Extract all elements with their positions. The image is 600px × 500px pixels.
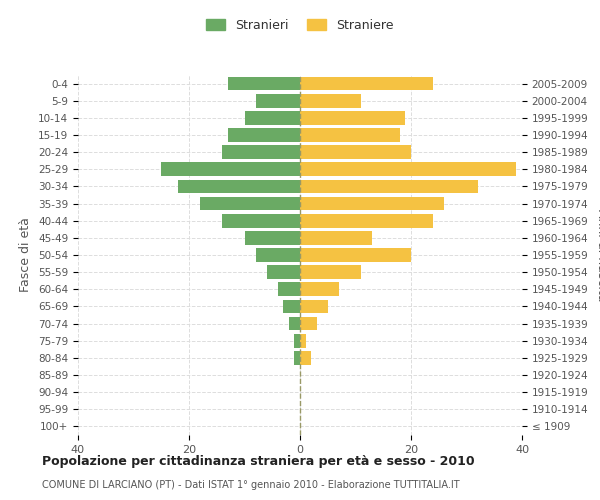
Text: Popolazione per cittadinanza straniera per età e sesso - 2010: Popolazione per cittadinanza straniera p… [42,455,475,468]
Bar [228,76,300,90]
Bar [223,214,300,228]
Bar [300,196,445,210]
Bar [283,300,300,314]
Bar [300,146,411,159]
Bar [289,316,300,330]
Bar [300,162,517,176]
Bar [278,282,300,296]
Bar [228,128,300,142]
Bar [200,196,300,210]
Bar [300,316,317,330]
Legend: Stranieri, Straniere: Stranieri, Straniere [202,14,398,37]
Text: COMUNE DI LARCIANO (PT) - Dati ISTAT 1° gennaio 2010 - Elaborazione TUTTITALIA.I: COMUNE DI LARCIANO (PT) - Dati ISTAT 1° … [42,480,460,490]
Bar [300,94,361,108]
Bar [300,334,305,347]
Bar [300,76,433,90]
Bar [245,111,300,124]
Bar [295,351,300,364]
Bar [300,266,361,279]
Bar [300,111,406,124]
Bar [300,248,411,262]
Y-axis label: Fasce di età: Fasce di età [19,218,32,292]
Bar [267,266,300,279]
Y-axis label: Anni di nascita: Anni di nascita [595,209,600,301]
Bar [300,128,400,142]
Bar [178,180,300,194]
Bar [300,300,328,314]
Bar [161,162,300,176]
Bar [300,282,339,296]
Bar [245,231,300,244]
Bar [223,146,300,159]
Bar [300,180,478,194]
Bar [256,248,300,262]
Bar [300,214,433,228]
Bar [295,334,300,347]
Bar [256,94,300,108]
Bar [300,231,372,244]
Bar [300,351,311,364]
